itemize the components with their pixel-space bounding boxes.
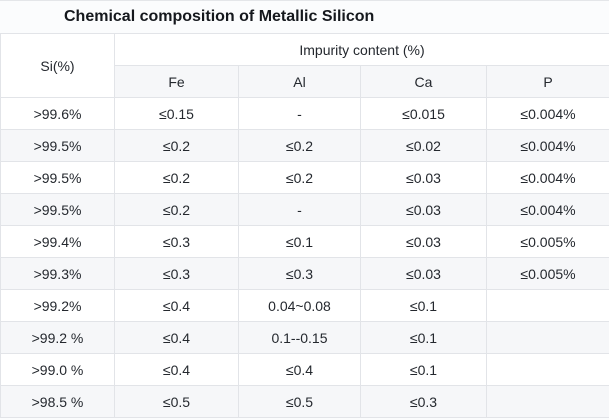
- cell-fe: ≤0.15: [114, 97, 239, 130]
- table-row: >98.5 % ≤0.5 ≤0.5 ≤0.3: [0, 385, 609, 418]
- cell-si: >99.2%: [0, 289, 115, 322]
- cell-p: [485, 353, 609, 386]
- cell-p: ≤0.004%: [485, 129, 609, 162]
- cell-p: ≤0.005%: [485, 257, 609, 290]
- cell-p: ≤0.005%: [485, 225, 609, 258]
- cell-al: -: [238, 97, 361, 130]
- table-row: >99.2% ≤0.4 0.04~0.08 ≤0.1: [0, 289, 609, 322]
- cell-ca: ≤0.03: [360, 193, 487, 226]
- cell-p: [485, 385, 609, 418]
- cell-ca: ≤0.03: [360, 225, 487, 258]
- cell-al: 0.1--0.15: [238, 321, 361, 354]
- column-header-ca: Ca: [360, 65, 487, 98]
- cell-ca: ≤0.02: [360, 129, 487, 162]
- cell-ca: ≤0.1: [360, 289, 487, 322]
- cell-ca: ≤0.1: [360, 321, 487, 354]
- cell-si: >99.5%: [0, 193, 115, 226]
- cell-fe: ≤0.2: [114, 129, 239, 162]
- cell-si: >98.5 %: [0, 385, 115, 418]
- cell-ca: ≤0.03: [360, 257, 487, 290]
- column-header-p: P: [485, 65, 609, 98]
- cell-si: >99.5%: [0, 129, 115, 162]
- cell-si: >99.6%: [0, 97, 115, 130]
- cell-si: >99.3%: [0, 257, 115, 290]
- table-row: >99.5% ≤0.2 ≤0.2 ≤0.02 ≤0.004%: [0, 129, 609, 162]
- cell-fe: ≤0.4: [114, 289, 239, 322]
- cell-al: ≤0.2: [238, 129, 361, 162]
- cell-al: ≤0.1: [238, 225, 361, 258]
- cell-si: >99.4%: [0, 225, 115, 258]
- table-title: Chemical composition of Metallic Silicon: [0, 1, 609, 33]
- table-row: >99.2 % ≤0.4 0.1--0.15 ≤0.1: [0, 321, 609, 354]
- cell-si: >99.2 %: [0, 321, 115, 354]
- table-header: Si(%) Impurity content (%) Fe Al Ca P: [0, 33, 609, 98]
- header-row-elements: Fe Al Ca P: [1, 65, 609, 98]
- cell-ca: ≤0.1: [360, 353, 487, 386]
- cell-al: ≤0.2: [238, 161, 361, 194]
- composition-table: Si(%) Impurity content (%) Fe Al Ca P >9…: [0, 33, 609, 418]
- column-header-si: Si(%): [0, 33, 115, 98]
- cell-al: ≤0.3: [238, 257, 361, 290]
- cell-fe: ≤0.4: [114, 353, 239, 386]
- cell-al: ≤0.4: [238, 353, 361, 386]
- cell-p: [485, 289, 609, 322]
- cell-al: ≤0.5: [238, 385, 361, 418]
- column-header-impurity-content: Impurity content (%): [113, 33, 609, 66]
- cell-p: ≤0.004%: [485, 193, 609, 226]
- cell-ca: ≤0.03: [360, 161, 487, 194]
- cell-fe: ≤0.2: [114, 161, 239, 194]
- table-row: >99.5% ≤0.2 - ≤0.03 ≤0.004%: [0, 193, 609, 226]
- cell-p: ≤0.004%: [485, 161, 609, 194]
- cell-al: 0.04~0.08: [238, 289, 361, 322]
- table-row: >99.3% ≤0.3 ≤0.3 ≤0.03 ≤0.005%: [0, 257, 609, 290]
- cell-p: [485, 321, 609, 354]
- table-row: >99.0 % ≤0.4 ≤0.4 ≤0.1: [0, 353, 609, 386]
- cell-fe: ≤0.5: [114, 385, 239, 418]
- column-header-fe: Fe: [114, 65, 239, 98]
- cell-si: >99.5%: [0, 161, 115, 194]
- cell-ca: ≤0.015: [360, 97, 487, 130]
- cell-al: -: [238, 193, 361, 226]
- cell-si: >99.0 %: [0, 353, 115, 386]
- cell-p: ≤0.004%: [485, 97, 609, 130]
- table-row: >99.5% ≤0.2 ≤0.2 ≤0.03 ≤0.004%: [0, 161, 609, 194]
- table-row: >99.6% ≤0.15 - ≤0.015 ≤0.004%: [0, 97, 609, 130]
- cell-fe: ≤0.4: [114, 321, 239, 354]
- column-header-al: Al: [238, 65, 361, 98]
- cell-fe: ≤0.3: [114, 257, 239, 290]
- cell-ca: ≤0.3: [360, 385, 487, 418]
- header-row-top: Si(%) Impurity content (%): [0, 33, 609, 98]
- cell-fe: ≤0.3: [114, 225, 239, 258]
- cell-fe: ≤0.2: [114, 193, 239, 226]
- table-body: >99.6% ≤0.15 - ≤0.015 ≤0.004% >99.5% ≤0.…: [0, 97, 609, 418]
- table-row: >99.4% ≤0.3 ≤0.1 ≤0.03 ≤0.005%: [0, 225, 609, 258]
